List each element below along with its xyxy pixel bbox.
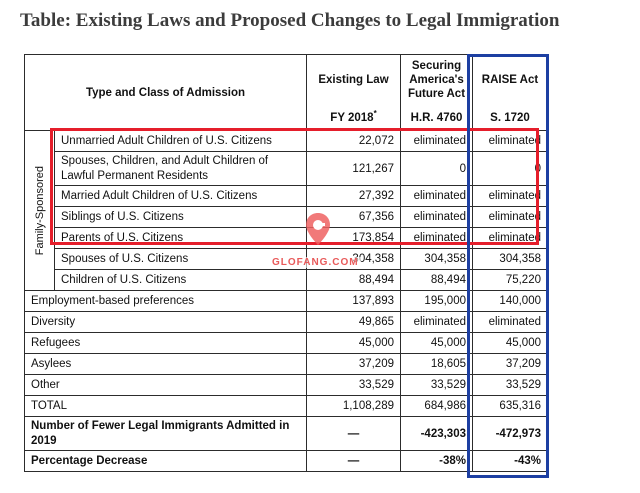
cell-raise: eliminated bbox=[472, 130, 548, 152]
family-sponsored-label: Family-Sponsored bbox=[33, 165, 46, 256]
row-label: Asylees bbox=[24, 353, 307, 375]
table-row: Number of Fewer Legal Immigrants Admitte… bbox=[24, 416, 548, 451]
cell-raise: eliminated bbox=[472, 206, 548, 228]
header-existing-line1: Existing Law bbox=[318, 74, 389, 86]
cell-raise: 75,220 bbox=[472, 269, 548, 291]
row-label: Spouses of U.S. Citizens bbox=[54, 248, 307, 270]
cell-securing: -423,303 bbox=[400, 416, 473, 451]
cell-securing: 684,986 bbox=[400, 395, 473, 417]
header-existing-law: Existing Law FY 2018* bbox=[306, 54, 401, 131]
table-row: Employment-based preferences 137,893 195… bbox=[24, 290, 548, 312]
cell-securing: -38% bbox=[400, 450, 473, 472]
watermark-pin-icon bbox=[306, 213, 330, 245]
cell-securing: eliminated bbox=[400, 185, 473, 207]
table-row: Other 33,529 33,529 33,529 bbox=[24, 374, 548, 396]
table-row: Family-Sponsored Unmarried Adult Childre… bbox=[24, 130, 548, 291]
table-row: Percentage Decrease — -38% -43% bbox=[24, 450, 548, 472]
cell-securing: eliminated bbox=[400, 206, 473, 228]
table-row: Children of U.S. Citizens 88,494 88,494 … bbox=[25, 269, 548, 291]
cell-securing: 88,494 bbox=[400, 269, 473, 291]
row-label: Diversity bbox=[24, 311, 307, 333]
table-row: Refugees 45,000 45,000 45,000 bbox=[24, 332, 548, 354]
header-existing-footnote: * bbox=[373, 109, 377, 119]
row-label: Spouses, Children, and Adult Children of… bbox=[54, 151, 307, 186]
header-securing-line2: America's bbox=[409, 74, 464, 86]
header-securing-america: Securing America's Future Act H.R. 4760 bbox=[400, 54, 473, 131]
table-row: Spouses, Children, and Adult Children of… bbox=[25, 151, 548, 186]
cell-securing: 304,358 bbox=[400, 248, 473, 270]
cell-raise: 140,000 bbox=[472, 290, 548, 312]
row-label: Other bbox=[24, 374, 307, 396]
watermark-text: GLOFANG.COM bbox=[270, 257, 361, 268]
header-raise-act: RAISE Act S. 1720 bbox=[472, 54, 548, 131]
header-securing-line1: Securing bbox=[411, 60, 462, 72]
cell-securing: eliminated bbox=[400, 130, 473, 152]
cell-securing: 45,000 bbox=[400, 332, 473, 354]
cell-securing: eliminated bbox=[400, 227, 473, 249]
row-label: Refugees bbox=[24, 332, 307, 354]
cell-existing: 45,000 bbox=[306, 332, 401, 354]
cell-existing: 88,494 bbox=[306, 269, 401, 291]
cell-existing: 137,893 bbox=[306, 290, 401, 312]
header-securing-line4: H.R. 4760 bbox=[410, 112, 463, 124]
cell-raise: 33,529 bbox=[472, 374, 548, 396]
table-header-row: Type and Class of Admission Existing Law… bbox=[24, 54, 548, 131]
cell-raise: 635,316 bbox=[472, 395, 548, 417]
row-label: Percentage Decrease bbox=[24, 450, 307, 472]
header-raise-line2: S. 1720 bbox=[490, 112, 530, 124]
row-label: Unmarried Adult Children of U.S. Citizen… bbox=[54, 130, 307, 152]
cell-existing: 121,267 bbox=[306, 151, 401, 186]
row-label: Parents of U.S. Citizens bbox=[54, 227, 307, 249]
family-sponsored-group: Family-Sponsored bbox=[24, 130, 55, 291]
cell-securing: 18,605 bbox=[400, 353, 473, 375]
cell-raise: -43% bbox=[472, 450, 548, 472]
cell-raise: eliminated bbox=[472, 227, 548, 249]
row-label: Children of U.S. Citizens bbox=[54, 269, 307, 291]
row-label: Number of Fewer Legal Immigrants Admitte… bbox=[24, 416, 307, 451]
cell-raise: 45,000 bbox=[472, 332, 548, 354]
cell-raise: eliminated bbox=[472, 311, 548, 333]
table-row: Siblings of U.S. Citizens 67,356 elimina… bbox=[25, 206, 548, 228]
cell-raise: -472,973 bbox=[472, 416, 548, 451]
row-label: Siblings of U.S. Citizens bbox=[54, 206, 307, 228]
cell-existing: 22,072 bbox=[306, 130, 401, 152]
cell-securing: 0 bbox=[400, 151, 473, 186]
cell-raise: 0 bbox=[472, 151, 548, 186]
cell-existing: — bbox=[306, 416, 401, 451]
table-row: TOTAL 1,108,289 684,986 635,316 bbox=[24, 395, 548, 417]
table-row: Diversity 49,865 eliminated eliminated bbox=[24, 311, 548, 333]
cell-securing: 33,529 bbox=[400, 374, 473, 396]
cell-securing: eliminated bbox=[400, 311, 473, 333]
header-existing-line2: FY 2018 bbox=[330, 112, 374, 124]
row-label: Employment-based preferences bbox=[24, 290, 307, 312]
header-securing-line3: Future Act bbox=[407, 88, 466, 100]
row-label: Married Adult Children of U.S. Citizens bbox=[54, 185, 307, 207]
cell-raise: 304,358 bbox=[472, 248, 548, 270]
cell-raise: eliminated bbox=[472, 185, 548, 207]
cell-securing: 195,000 bbox=[400, 290, 473, 312]
page-title: Table: Existing Laws and Proposed Change… bbox=[20, 10, 560, 31]
row-label: TOTAL bbox=[24, 395, 307, 417]
cell-existing: 1,108,289 bbox=[306, 395, 401, 417]
cell-existing: 33,529 bbox=[306, 374, 401, 396]
cell-existing: 49,865 bbox=[306, 311, 401, 333]
cell-existing: 37,209 bbox=[306, 353, 401, 375]
table-row: Married Adult Children of U.S. Citizens … bbox=[25, 185, 548, 207]
header-raise-line1: RAISE Act bbox=[481, 74, 539, 86]
table-row: Parents of U.S. Citizens 173,854 elimina… bbox=[25, 227, 548, 249]
header-type-of-admission: Type and Class of Admission bbox=[24, 54, 307, 131]
table-row: Asylees 37,209 18,605 37,209 bbox=[24, 353, 548, 375]
cell-raise: 37,209 bbox=[472, 353, 548, 375]
cell-existing: 27,392 bbox=[306, 185, 401, 207]
cell-existing: — bbox=[306, 450, 401, 472]
